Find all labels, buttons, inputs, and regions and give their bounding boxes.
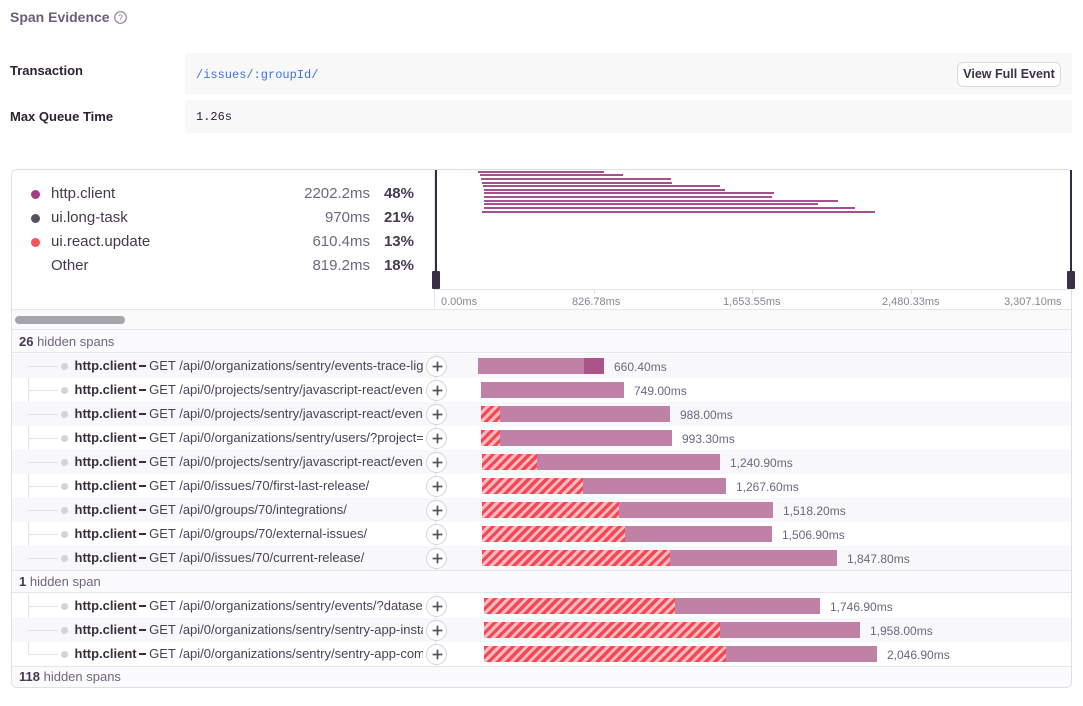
svg-text:?: ?	[118, 12, 123, 22]
